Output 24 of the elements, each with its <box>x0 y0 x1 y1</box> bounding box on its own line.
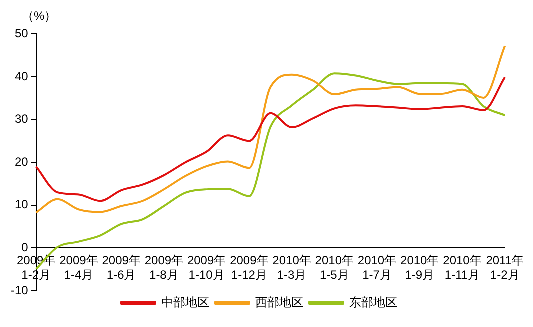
legend-label: 西部地区 <box>256 295 304 310</box>
y-tick-label: 0 <box>22 240 29 255</box>
line-series <box>35 76 506 202</box>
x-tick-label: 2010年 1-11月 <box>443 254 482 282</box>
x-tick-label: 2009年 1-12月 <box>230 254 269 282</box>
x-tick-label: 2009年 1-4月 <box>60 254 98 282</box>
y-tick-label: -10 <box>11 283 29 298</box>
y-tick-label: 20 <box>14 154 29 169</box>
y-axis-title: （%） <box>21 8 58 24</box>
x-tick-label: 2010年 1-3月 <box>272 254 312 282</box>
x-tick-label: 2010年 1-5月 <box>315 254 354 282</box>
y-tick-label: 30 <box>14 112 29 126</box>
x-tick-label: 2009年 1-6月 <box>102 254 141 282</box>
x-tick-label: 2010年 1-7月 <box>358 254 397 282</box>
line-series <box>35 45 506 214</box>
x-tick-label: 2011年 1-2月 <box>486 254 524 282</box>
x-tick-label: 2009年 1-10月 <box>187 254 226 282</box>
y-tick-label: 40 <box>14 69 29 84</box>
x-tick-label: 2009年 1-8月 <box>144 254 184 282</box>
y-tick-label: 50 <box>14 26 29 41</box>
legend-label: 东部地区 <box>350 295 398 310</box>
y-tick-label: 10 <box>14 198 29 212</box>
x-tick-label: 2010年 1-9月 <box>400 254 440 282</box>
legend-label: 中部地区 <box>162 295 210 310</box>
